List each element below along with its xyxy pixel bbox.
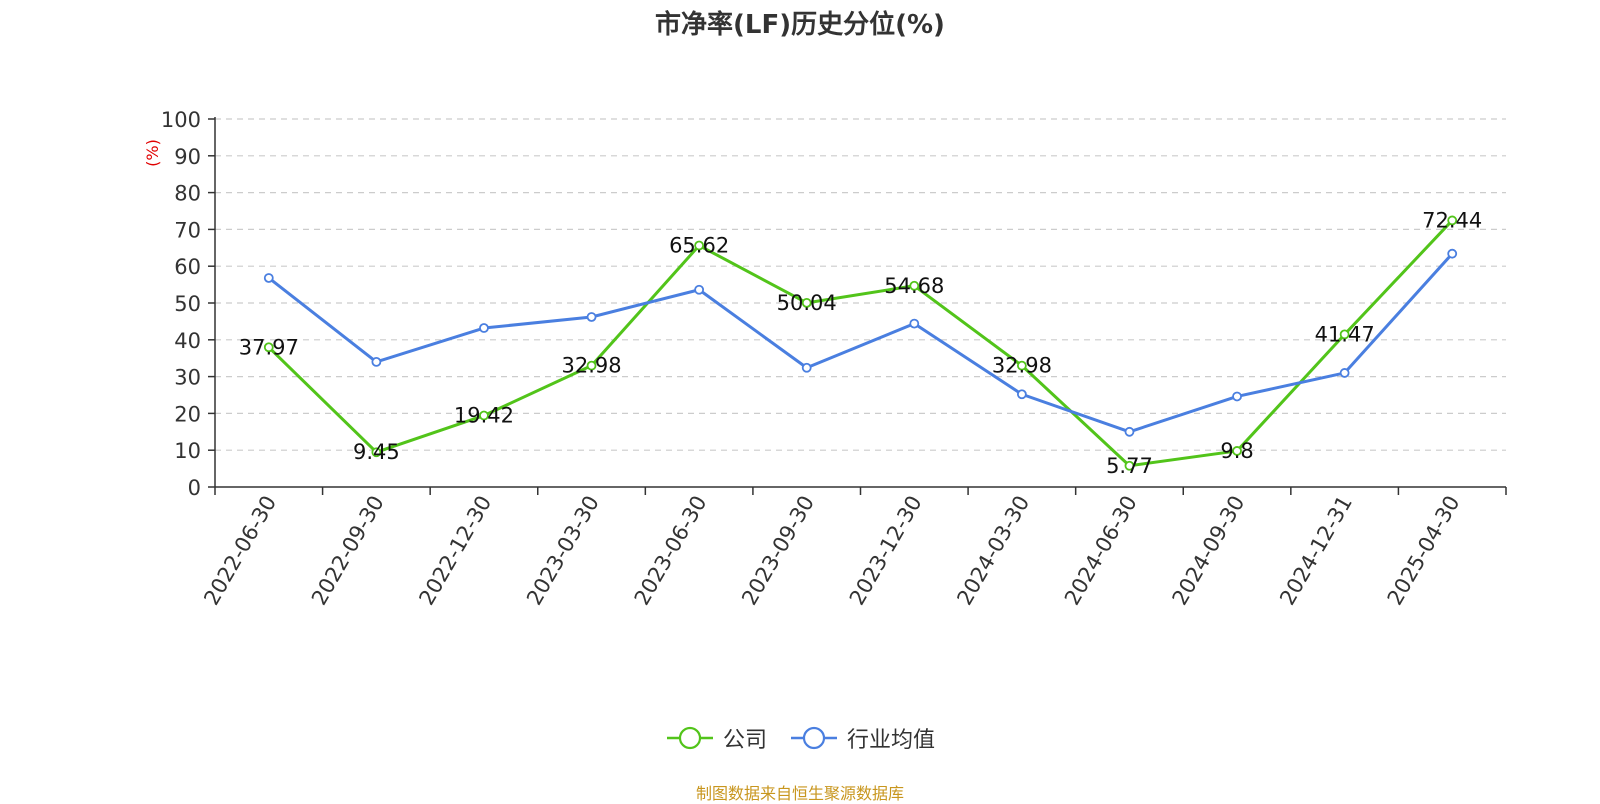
y-tick-label: 100 <box>161 108 201 132</box>
data-label: 54.68 <box>884 274 944 298</box>
legend-item[interactable]: 行业均值 <box>789 722 935 754</box>
data-point <box>694 240 705 251</box>
data-point <box>1447 248 1458 259</box>
data-point <box>909 318 920 329</box>
y-tick-label: 60 <box>174 255 201 279</box>
data-point <box>801 297 812 308</box>
data-point <box>909 280 920 291</box>
y-tick-label: 0 <box>188 476 201 500</box>
y-axis-label: (%) <box>143 139 162 167</box>
data-point <box>694 284 705 295</box>
data-point <box>1016 389 1027 400</box>
x-tick-label: 2024-12-31 <box>1275 492 1357 610</box>
data-point <box>1339 329 1350 340</box>
data-label: 32.98 <box>992 354 1052 378</box>
y-tick-label: 30 <box>174 366 201 390</box>
legend-item[interactable]: 公司 <box>665 722 767 754</box>
series-layer <box>263 215 1458 471</box>
legend: 公司 行业均值 <box>0 722 1600 754</box>
data-label: 9.45 <box>353 440 400 464</box>
data-label: 5.77 <box>1106 454 1153 478</box>
legend-marker-icon <box>666 726 713 750</box>
x-tick-label: 2023-09-30 <box>737 492 819 610</box>
y-tick-label: 20 <box>174 402 201 426</box>
data-point <box>586 360 597 371</box>
y-tick-label: 90 <box>174 145 201 169</box>
data-point <box>371 356 382 367</box>
x-tick-label: 2022-12-30 <box>414 492 496 610</box>
chart-title: 市净率(LF)历史分位(%) <box>655 10 945 40</box>
y-tick-label: 50 <box>174 292 201 316</box>
series-line-0 <box>267 219 1454 468</box>
x-tick-label: 2024-09-30 <box>1168 492 1250 610</box>
data-label: 37.97 <box>239 335 299 359</box>
y-tick-label: 40 <box>174 329 201 353</box>
series-line-1 <box>267 252 1454 434</box>
data-point <box>479 323 489 333</box>
legend-label: 公司 <box>722 728 767 753</box>
data-point <box>263 273 274 283</box>
x-tick-label: 2022-09-30 <box>307 492 389 610</box>
data-label: 72.44 <box>1422 208 1482 232</box>
x-tick-label: 2022-06-30 <box>199 492 281 610</box>
data-label: 65.62 <box>669 234 729 258</box>
data-point <box>1124 426 1135 437</box>
x-tick-label: 2025-04-30 <box>1383 492 1465 610</box>
x-tick-label: 2023-06-30 <box>630 492 712 610</box>
legend-marker-icon <box>791 726 837 750</box>
data-labels: 37.97 9.45 19.42 32.98 65.62 50.04 54.68 32.98 5… <box>239 208 1483 477</box>
data-point <box>1124 460 1135 471</box>
x-tick-label: 2024-06-30 <box>1060 492 1142 610</box>
data-label: 9.8 <box>1220 439 1253 463</box>
y-tick-label: 70 <box>174 218 201 242</box>
data-label: 50.04 <box>777 291 837 315</box>
x-tick-label: 2023-12-30 <box>845 492 927 610</box>
axes: 0 10 20 30 40 50 60 70 80 90 100 (%) 2022-06-30 2022-… <box>143 108 1507 610</box>
data-point <box>1232 446 1242 456</box>
grid-lines <box>215 118 1506 451</box>
data-point <box>586 312 597 322</box>
legend-label: 行业均值 <box>847 728 936 753</box>
data-label: 32.98 <box>561 354 621 378</box>
data-label: 19.42 <box>454 404 514 428</box>
y-tick-label: 10 <box>174 439 201 463</box>
x-tick-label: 2024-03-30 <box>952 492 1034 610</box>
data-point <box>479 410 489 421</box>
data-point <box>1339 368 1350 378</box>
data-point <box>801 362 812 373</box>
y-tick-label: 80 <box>174 182 201 206</box>
data-point <box>263 342 274 353</box>
source-note: 制图数据来自恒生聚源数据库 <box>695 784 904 803</box>
data-point <box>1016 360 1027 371</box>
data-label: 41.47 <box>1315 322 1375 346</box>
x-tick-label: 2023-03-30 <box>522 492 604 610</box>
data-point <box>1232 391 1242 402</box>
data-point <box>1447 215 1458 226</box>
data-point <box>371 447 382 458</box>
